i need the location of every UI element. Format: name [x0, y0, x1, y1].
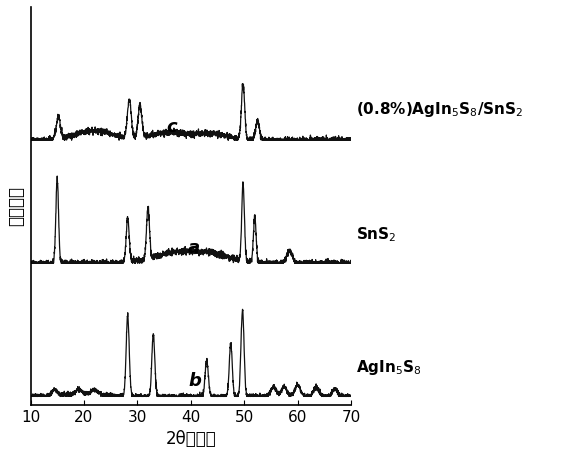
Text: (0.8%)AgIn$_5$S$_8$/SnS$_2$: (0.8%)AgIn$_5$S$_8$/SnS$_2$ — [356, 100, 524, 119]
Text: a: a — [188, 239, 200, 257]
Text: b: b — [188, 372, 201, 390]
Y-axis label: 相对强度: 相对强度 — [7, 186, 25, 226]
Text: SnS$_2$: SnS$_2$ — [356, 225, 397, 244]
Text: c: c — [166, 118, 177, 136]
X-axis label: 2θ（度）: 2θ（度） — [165, 430, 216, 448]
Text: AgIn$_5$S$_8$: AgIn$_5$S$_8$ — [356, 358, 422, 377]
